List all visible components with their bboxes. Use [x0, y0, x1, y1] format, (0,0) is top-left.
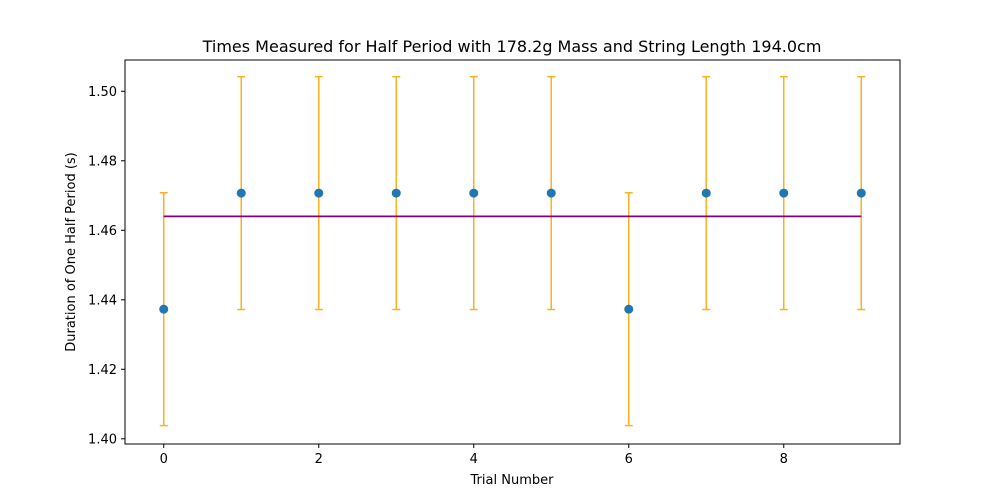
data-point — [314, 188, 324, 198]
data-point — [391, 188, 401, 198]
x-tick-label: 6 — [625, 452, 633, 467]
chart-title: Times Measured for Half Period with 178.… — [202, 37, 822, 56]
data-point — [469, 188, 479, 198]
data-point — [159, 304, 169, 314]
y-axis-label: Duration of One Half Period (s) — [64, 152, 79, 352]
data-point — [624, 304, 634, 314]
x-tick-label: 0 — [160, 452, 168, 467]
y-tick-label: 1.48 — [88, 154, 117, 169]
data-point — [701, 188, 711, 198]
data-point — [546, 188, 556, 198]
y-tick-label: 1.50 — [88, 85, 117, 100]
x-axis-label: Trial Number — [470, 473, 555, 488]
data-point — [856, 188, 866, 198]
y-tick-label: 1.40 — [88, 432, 117, 447]
data-point — [779, 188, 789, 198]
y-tick-label: 1.44 — [88, 293, 117, 308]
data-point — [236, 188, 246, 198]
x-tick-label: 8 — [780, 452, 788, 467]
plot-frame — [124, 59, 901, 445]
y-tick-label: 1.42 — [88, 363, 117, 378]
x-tick-label: 2 — [315, 452, 323, 467]
x-tick-label: 4 — [470, 452, 478, 467]
y-tick-label: 1.46 — [88, 224, 117, 239]
